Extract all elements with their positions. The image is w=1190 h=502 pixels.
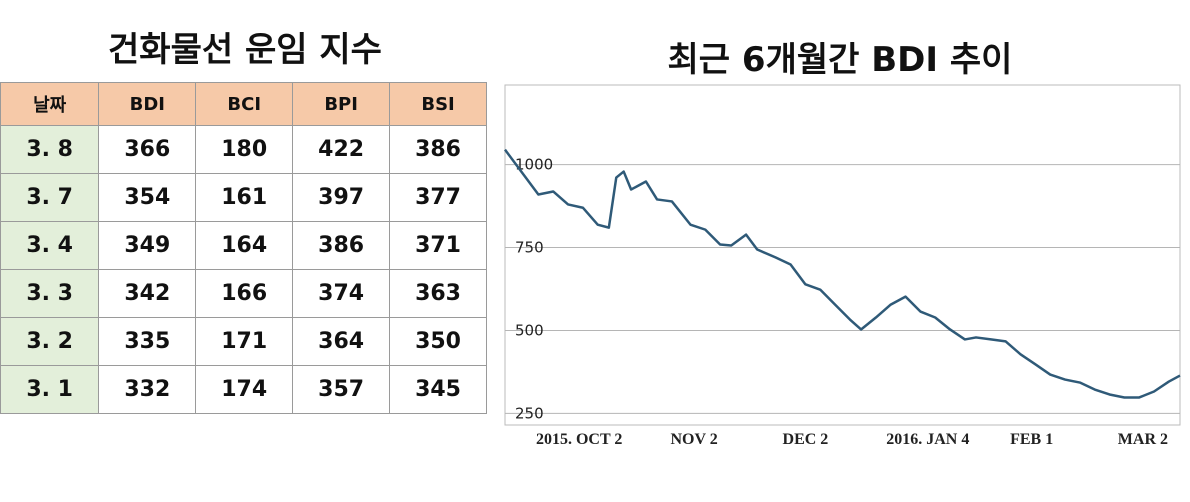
header-cell: 날짜 — [0, 82, 100, 126]
table-cell: 332 — [98, 365, 197, 414]
table-row: 3. 4 349 164 386 371 — [0, 221, 487, 270]
table-cell: 357 — [292, 365, 391, 414]
header-cell: BCI — [195, 82, 294, 126]
table-cell: 342 — [98, 269, 197, 318]
x-tick-label: FEB 1 — [1010, 431, 1053, 448]
table-cell: 386 — [292, 221, 391, 270]
table-cell: 164 — [195, 221, 294, 270]
table-cell: 364 — [292, 317, 391, 366]
table-cell: 349 — [98, 221, 197, 270]
y-tick-label: 1000 — [515, 156, 553, 174]
table-cell: 371 — [389, 221, 487, 270]
table-cell: 174 — [195, 365, 294, 414]
y-tick-label: 500 — [515, 321, 544, 339]
table-cell: 374 — [292, 269, 391, 318]
table-cell: 3. 4 — [0, 221, 100, 270]
table-title: 건화물선 운임 지수 — [108, 30, 382, 70]
table-cell: 3. 7 — [0, 173, 100, 222]
table-row: 3. 3 342 166 374 363 — [0, 269, 487, 318]
table-cell: 3. 8 — [0, 125, 100, 174]
header-cell: BPI — [292, 82, 391, 126]
table-cell: 354 — [98, 173, 197, 222]
table-cell: 166 — [195, 269, 294, 318]
plot-frame — [504, 84, 1181, 426]
chart-title: 최근 6개월간 BDI 추이 — [667, 40, 1013, 80]
x-tick-label: NOV 2 — [671, 431, 718, 448]
table-cell: 386 — [389, 125, 487, 174]
table-cell: 422 — [292, 125, 391, 174]
chart: 1000 750 500 250 2015. OCT 2 NOV 2 DEC 2 2016. … — [503, 84, 1181, 448]
table-row: 3. 1 332 174 357 345 — [0, 365, 487, 414]
table-row: 3. 8 366 180 422 386 — [0, 125, 487, 174]
x-tick-label: DEC 2 — [783, 431, 829, 448]
table-cell: 335 — [98, 317, 197, 366]
table-cell: 3. 1 — [0, 365, 100, 414]
table-cell: 171 — [195, 317, 294, 366]
table-cell: 161 — [195, 173, 294, 222]
bdi-line — [503, 148, 1181, 399]
table-cell: 3. 3 — [0, 269, 100, 318]
table-cell: 366 — [98, 125, 197, 174]
index-table: 날짜 BDI BCI BPI BSI 3. 8 366 180 422 386 3. 7 354 161… — [0, 82, 487, 414]
header-cell: BDI — [98, 82, 197, 126]
table-row: 3. 2 335 171 364 350 — [0, 317, 487, 366]
header-cell: BSI — [389, 82, 487, 126]
table-cell: 3. 2 — [0, 317, 100, 366]
table-cell: 180 — [195, 125, 294, 174]
table-cell: 350 — [389, 317, 487, 366]
table-cell: 345 — [389, 365, 487, 414]
table-cell: 363 — [389, 269, 487, 318]
y-tick-label: 750 — [515, 239, 544, 257]
x-tick-label: MAR 2 — [1118, 431, 1168, 448]
x-tick-label: 2015. OCT 2 — [536, 431, 622, 448]
table-row: 3. 7 354 161 397 377 — [0, 173, 487, 222]
y-tick-label: 250 — [515, 404, 544, 422]
table-cell: 397 — [292, 173, 391, 222]
table-cell: 377 — [389, 173, 487, 222]
x-tick-label: 2016. JAN 4 — [886, 431, 969, 448]
